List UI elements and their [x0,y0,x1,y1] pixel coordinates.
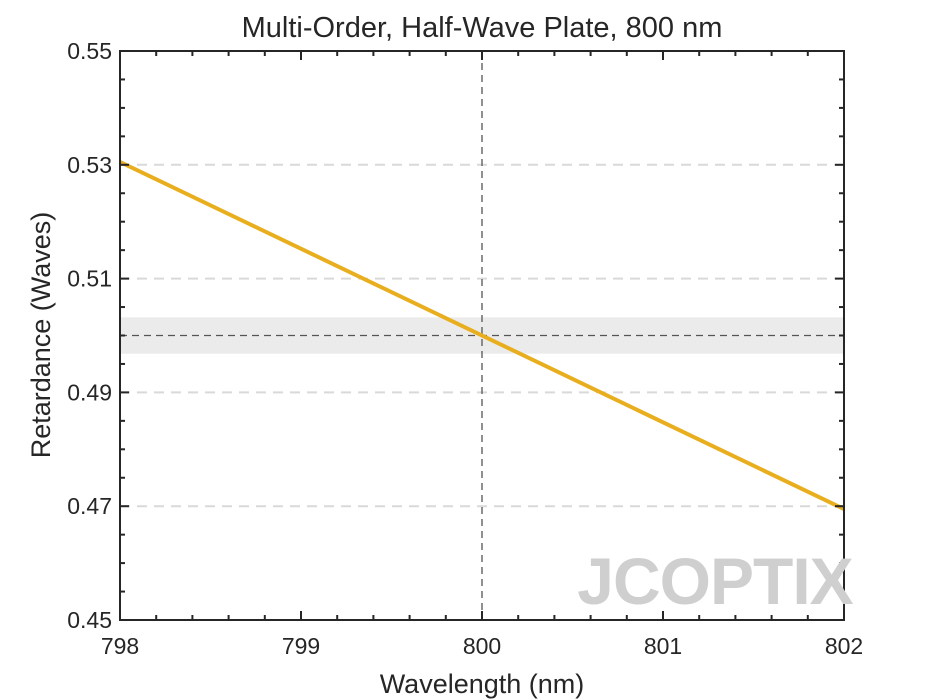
y-tick-label-5: 0.55 [67,38,112,64]
jcoptix-logo: JCOPTIX [577,544,854,618]
plot-area: 798 799 800 801 802 0.45 0.47 0.49 0.51 0.53 0.55 [67,38,863,659]
chart-title: Multi-Order, Half-Wave Plate, 800 nm [242,12,723,44]
y-tick-label-4: 0.53 [67,152,112,178]
x-tick-label-4: 802 [825,633,863,659]
watermark-text: JCOPTIX [577,544,853,618]
x-axis-label: Wavelength (nm) [380,669,585,699]
y-axis-label: Retardance (Waves) [26,212,56,459]
x-tick-label-3: 801 [644,633,682,659]
y-tick-label-2: 0.49 [67,379,112,405]
x-tick-label-2: 800 [463,633,501,659]
y-tick-label-3: 0.51 [67,266,112,292]
y-tick-label-1: 0.47 [67,493,112,519]
series-line-0 [119,160,845,511]
x-tick-label-0: 798 [101,633,139,659]
x-tick-label-1: 799 [282,633,320,659]
y-tick-label-0: 0.45 [67,607,112,633]
